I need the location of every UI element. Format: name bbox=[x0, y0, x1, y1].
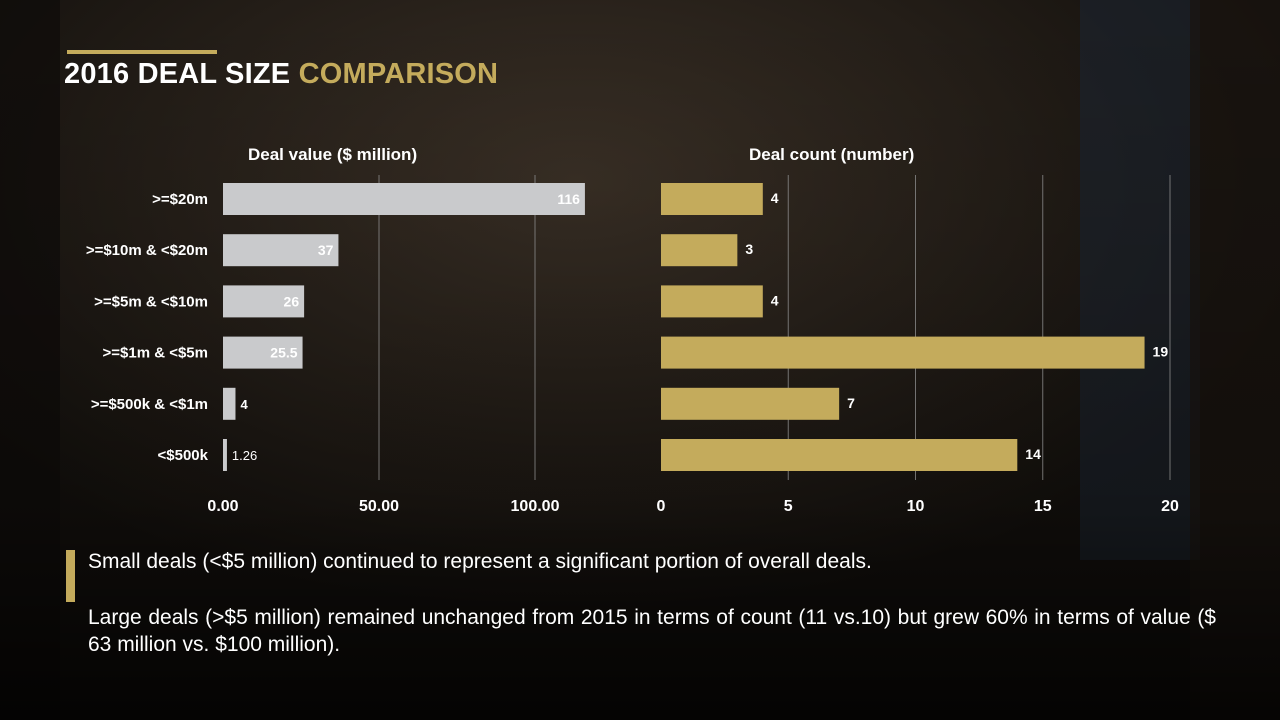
count-tick-label: 10 bbox=[907, 498, 925, 515]
value-bar bbox=[223, 336, 303, 369]
count-data-label: 4 bbox=[771, 292, 779, 308]
count-bar bbox=[661, 234, 738, 267]
title-accent-bar bbox=[67, 50, 217, 54]
value-chart-title: Deal value ($ million) bbox=[248, 145, 417, 164]
value-data-label: 37 bbox=[318, 242, 334, 258]
count-tick-label: 5 bbox=[784, 498, 793, 515]
count-data-label: 4 bbox=[771, 190, 779, 206]
value-data-label: 4 bbox=[240, 397, 248, 412]
count-bar bbox=[661, 439, 1018, 471]
value-data-label: 1.26 bbox=[232, 448, 257, 463]
value-bar bbox=[223, 234, 339, 267]
note-large-deals: Large deals (>$5 million) remained uncha… bbox=[88, 606, 1216, 656]
value-bar bbox=[223, 183, 585, 215]
count-data-label: 3 bbox=[745, 241, 753, 257]
value-bar bbox=[223, 387, 236, 420]
value-bar bbox=[223, 439, 227, 471]
count-bar bbox=[661, 387, 840, 420]
category-label: >=$500k & <$1m bbox=[91, 396, 208, 413]
category-label: >=$20m bbox=[152, 191, 208, 208]
title-accent: COMPARISON bbox=[298, 58, 499, 90]
category-label: >=$1m & <$5m bbox=[103, 345, 209, 362]
count-tick-label: 20 bbox=[1161, 498, 1179, 515]
value-tick-label: 100.00 bbox=[511, 498, 560, 515]
notes-accent-bar bbox=[66, 550, 75, 602]
category-label: <$500k bbox=[158, 447, 209, 464]
count-tick-label: 0 bbox=[657, 498, 666, 515]
note-small-deals: Small deals (<$5 million) continued to r… bbox=[88, 550, 872, 573]
count-data-label: 19 bbox=[1153, 344, 1169, 360]
value-tick-label: 0.00 bbox=[207, 498, 238, 515]
count-bar bbox=[661, 183, 763, 215]
count-bar bbox=[661, 285, 763, 318]
value-tick-label: 50.00 bbox=[359, 498, 399, 515]
title-main: 2016 DEAL SIZE bbox=[64, 58, 299, 90]
count-data-label: 14 bbox=[1025, 446, 1041, 462]
value-data-label: 116 bbox=[557, 191, 580, 207]
count-tick-label: 15 bbox=[1034, 498, 1052, 515]
category-label: >=$10m & <$20m bbox=[86, 242, 208, 259]
charts-area: Deal value ($ million) 0.00 50.00 100.00 >=$… bbox=[86, 145, 1179, 515]
page-title: 2016 DEAL SIZE COMPARISON bbox=[64, 58, 498, 91]
count-bar bbox=[661, 336, 1145, 369]
value-bar bbox=[223, 285, 305, 318]
category-label: >=$5m & <$10m bbox=[94, 293, 208, 310]
count-chart-title: Deal count (number) bbox=[749, 145, 914, 164]
count-data-label: 7 bbox=[847, 395, 855, 411]
value-data-label: 25.5 bbox=[270, 345, 297, 361]
value-data-label: 26 bbox=[284, 293, 300, 309]
